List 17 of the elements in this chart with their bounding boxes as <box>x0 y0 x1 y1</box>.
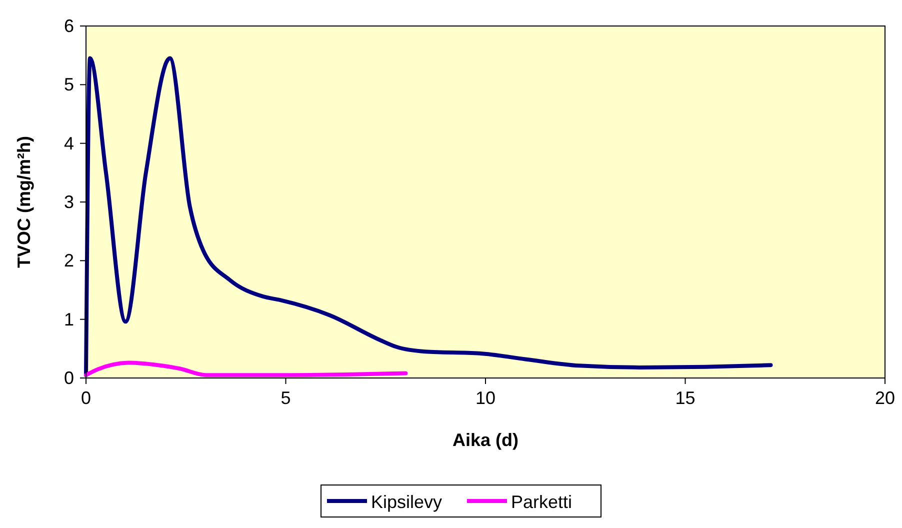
y-tick-label: 1 <box>64 309 74 330</box>
y-axis-title: TVOC (mg/m²h) <box>14 136 34 268</box>
legend-label: Kipsilevy <box>371 492 442 512</box>
x-tick-label: 0 <box>80 388 92 408</box>
y-tick-label: 2 <box>64 250 74 271</box>
line-series <box>84 360 408 378</box>
y-tick-label: 4 <box>64 133 74 154</box>
x-axis-title: Aika (d) <box>452 430 519 450</box>
x-tick-label: 10 <box>475 388 496 408</box>
y-tick-label: 6 <box>64 16 74 36</box>
y-tick-label: 3 <box>64 192 74 212</box>
x-tick-label: 20 <box>874 388 896 408</box>
y-tick-label: 0 <box>64 368 74 388</box>
x-tick-label: 15 <box>675 388 696 408</box>
y-tick-label: 5 <box>64 74 74 95</box>
legend-label: Parketti <box>511 492 572 512</box>
x-tick-label: 5 <box>280 388 291 408</box>
